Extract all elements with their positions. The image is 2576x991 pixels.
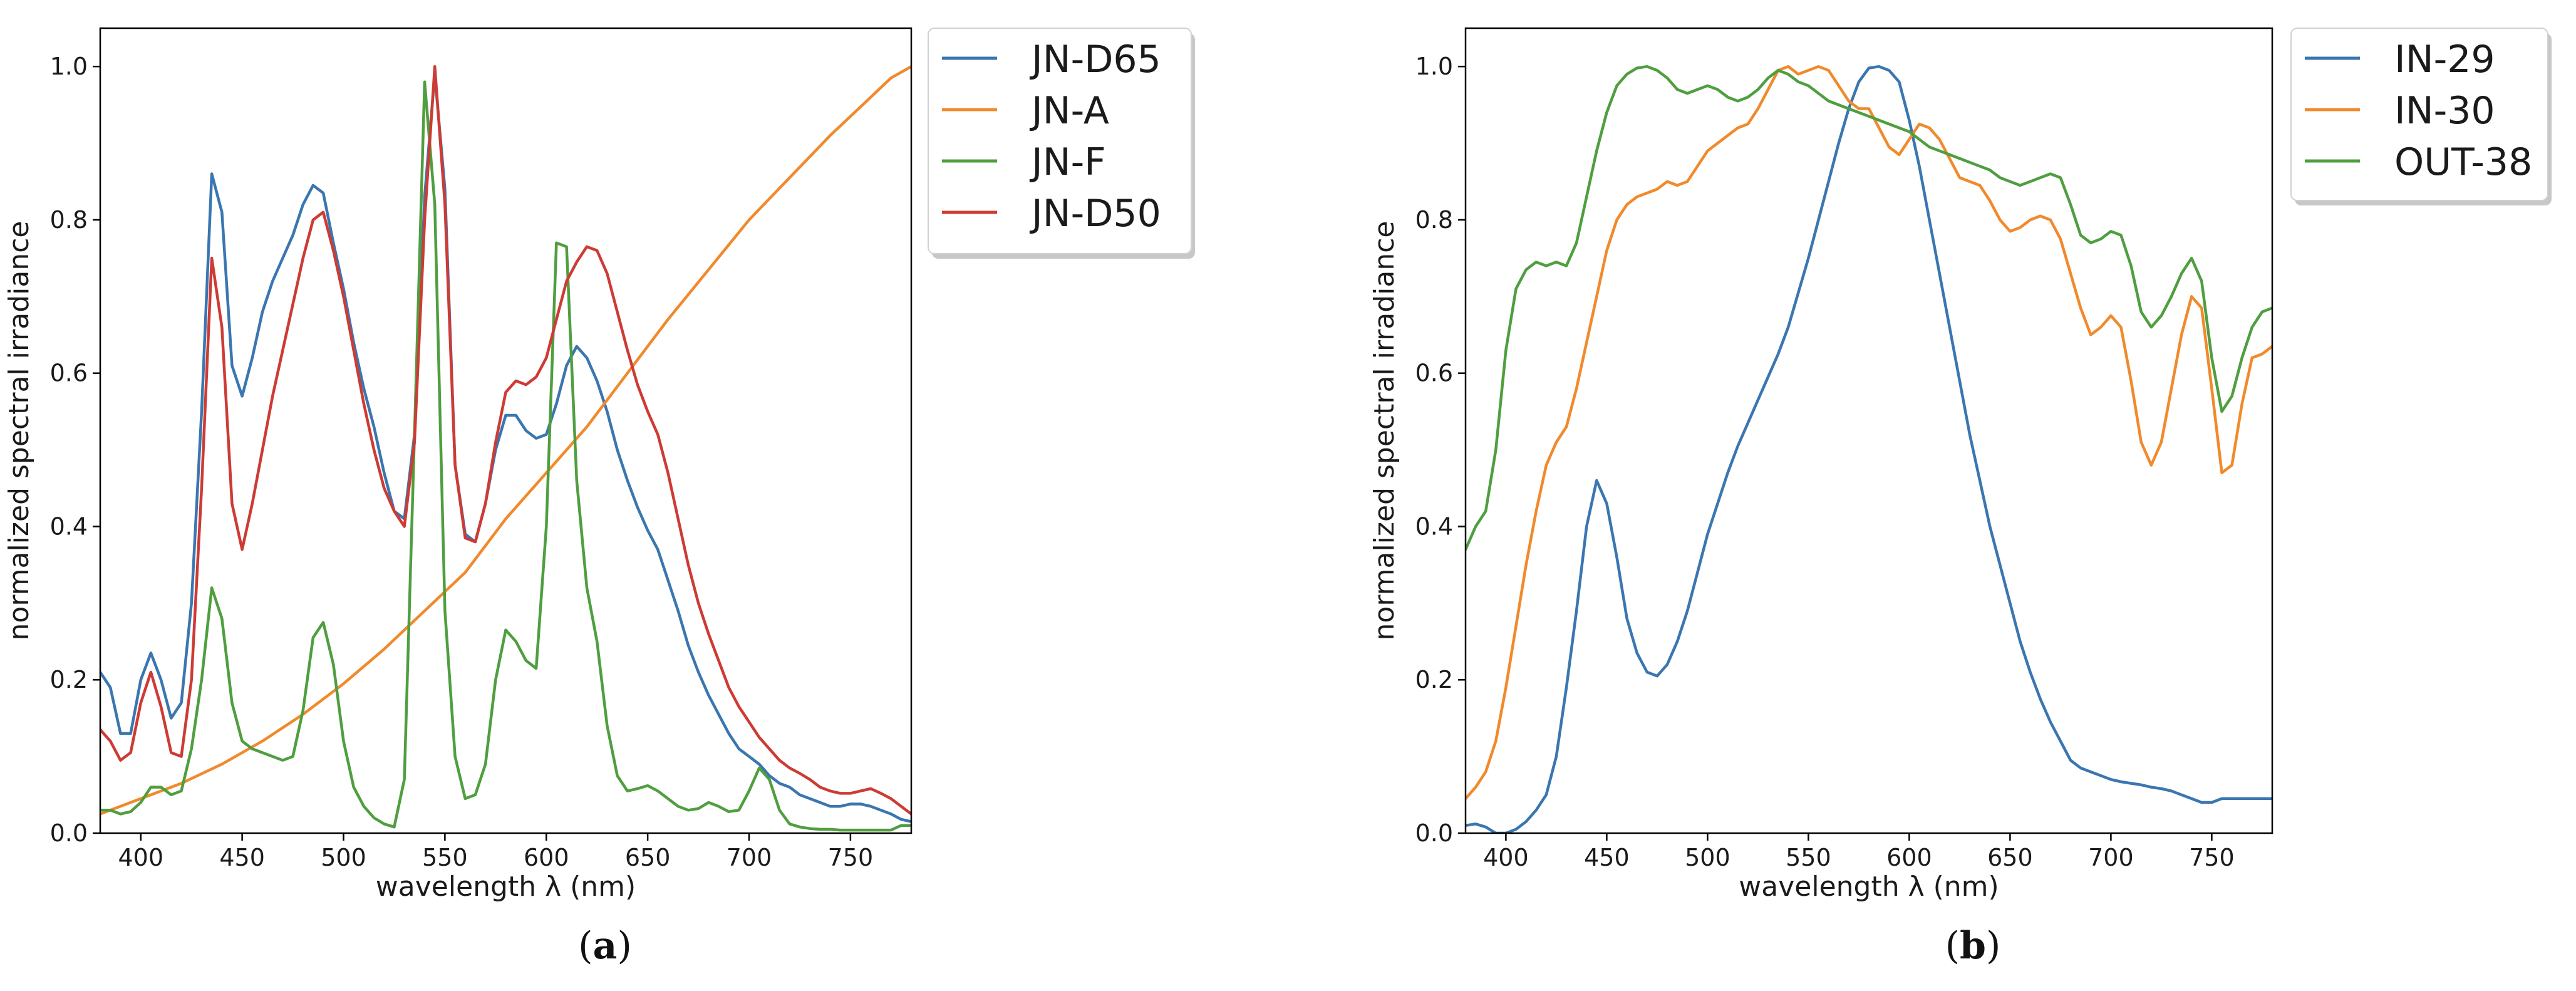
legend-label-IN-29: IN-29 [2394, 38, 2495, 81]
legend-label-JN-A: JN-A [1029, 89, 1109, 133]
plot-area [1466, 65, 2272, 833]
y-axis-label: normalized spectral irradiance [3, 221, 35, 641]
x-tick-label: 600 [1886, 844, 1932, 871]
x-tick-label: 700 [727, 844, 772, 871]
series-line-JN-F [100, 80, 911, 832]
y-tick-label: 0.2 [1415, 666, 1453, 693]
x-tick-label: 650 [1987, 844, 2033, 871]
y-tick-label: 1.0 [50, 53, 88, 80]
legend-label-JN-D65: JN-D65 [1029, 38, 1161, 81]
y-tick-label: 0.6 [1415, 360, 1453, 387]
legend-box [928, 28, 1192, 254]
x-axis-label: wavelength λ (nm) [1739, 871, 1999, 903]
legend: IN-29 IN-30 OUT-38 [2290, 28, 2552, 205]
x-tick-label: 550 [1786, 844, 1831, 871]
x-tick-label: 750 [828, 844, 874, 871]
x-tick-label: 550 [422, 844, 468, 871]
series-line-JN-D50 [100, 65, 911, 816]
legend-label-JN-D50: JN-D50 [1029, 192, 1161, 236]
series-line-OUT-38 [1466, 65, 2272, 551]
y-tick-label: 0.6 [50, 360, 88, 387]
series-line-JN-D65 [100, 73, 911, 823]
y-tick-label: 0.0 [50, 819, 88, 847]
series-line-IN-29 [1466, 65, 2272, 833]
x-tick-label: 650 [625, 844, 671, 871]
legend-box [2290, 28, 2548, 201]
y-tick-label: 1.0 [1415, 53, 1453, 80]
x-tick-label: 500 [1685, 844, 1730, 871]
x-tick-label: 450 [219, 844, 265, 871]
x-tick-label: 700 [2088, 844, 2134, 871]
legend: JN-D65 JN-A JN-F JN-D50 [928, 28, 1195, 259]
x-tick-label: 400 [1483, 844, 1529, 871]
x-tick-label: 750 [2189, 844, 2235, 871]
axes-frame [99, 27, 913, 834]
plot-area [100, 65, 911, 832]
x-tick-label: 400 [118, 844, 163, 871]
chart-panel-a: 400 450 500 550 600 650 700 750 0.0 0.2 0.4 0.6 0.8 1… [3, 27, 1195, 968]
x-tick-label: 600 [524, 844, 569, 871]
x-axis-label: wavelength λ (nm) [376, 871, 636, 903]
series-line-JN-A [100, 65, 911, 816]
legend-label-OUT-38: OUT-38 [2394, 140, 2532, 184]
panel-label: (a) [578, 924, 632, 968]
x-tick-label: 500 [321, 844, 366, 871]
series-line-IN-30 [1466, 65, 2272, 801]
y-tick-label: 0.2 [50, 666, 88, 693]
y-tick-label: 0.4 [50, 512, 88, 540]
x-tick-label: 450 [1584, 844, 1630, 871]
chart-panel-b: 400 450 500 550 600 650 700 750 0.0 0.2 0.4 0.6 0.8 1… [1368, 27, 2552, 968]
axes-frame [1464, 27, 2273, 834]
legend-label-JN-F: JN-F [1029, 140, 1106, 184]
panel-label: (b) [1945, 924, 2001, 968]
y-tick-label: 0.0 [1415, 819, 1453, 847]
legend-label-IN-30: IN-30 [2394, 89, 2495, 133]
y-tick-label: 0.4 [1415, 512, 1453, 540]
y-tick-label: 0.8 [1415, 206, 1453, 234]
y-axis-label: normalized spectral irradiance [1368, 221, 1400, 641]
y-tick-label: 0.8 [50, 206, 88, 234]
